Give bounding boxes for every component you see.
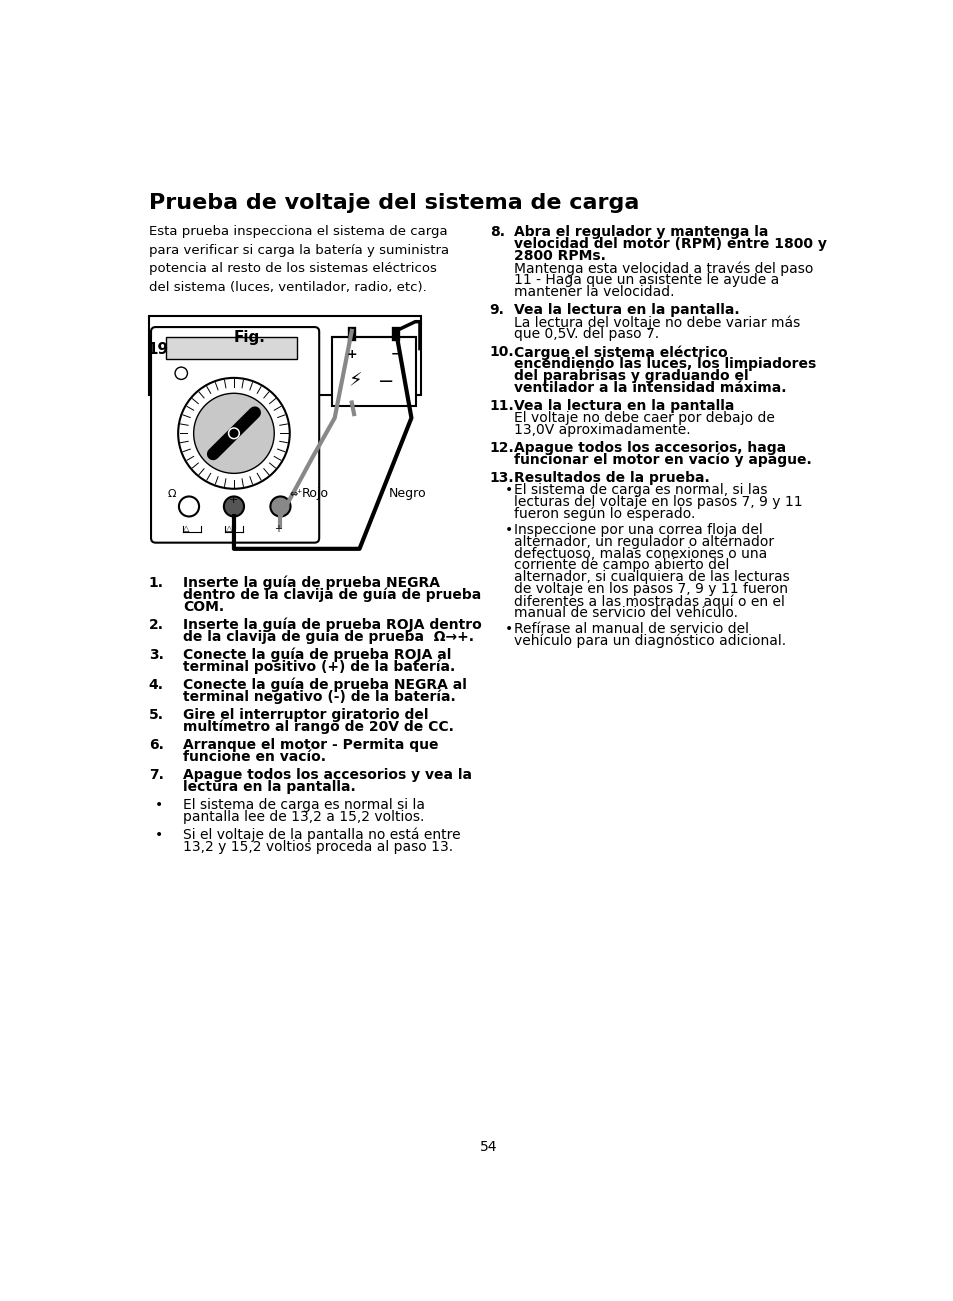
Text: 10.: 10. (489, 345, 514, 359)
Text: 5.: 5. (149, 708, 164, 722)
Bar (166, 337, 297, 359)
Circle shape (178, 377, 290, 489)
Text: +: + (274, 524, 282, 535)
Text: encendiendo las luces, los limpiadores: encendiendo las luces, los limpiadores (514, 356, 816, 371)
Text: funcione en vacío.: funcione en vacío. (183, 749, 326, 764)
Text: 2.: 2. (149, 618, 164, 632)
Text: terminal negativo (-) de la batería.: terminal negativo (-) de la batería. (183, 690, 456, 704)
Text: Vea la lectura en la pantalla: Vea la lectura en la pantalla (514, 399, 734, 412)
Circle shape (174, 367, 187, 380)
Text: •: • (154, 798, 163, 812)
Text: 2800 RPMs.: 2800 RPMs. (514, 250, 606, 263)
Text: Esta prueba inspecciona el sistema de carga
para verificar si carga la batería y: Esta prueba inspecciona el sistema de ca… (149, 225, 448, 294)
Text: 3.: 3. (149, 648, 163, 662)
Text: alternador, un regulador o alternador: alternador, un regulador o alternador (514, 535, 774, 549)
Circle shape (193, 393, 274, 474)
Text: diferentes a las mostradas aquí o en el: diferentes a las mostradas aquí o en el (514, 595, 784, 609)
Text: defectuoso, malas conexiones o una: defectuoso, malas conexiones o una (514, 546, 767, 561)
Text: Gire el interruptor giratorio del: Gire el interruptor giratorio del (183, 708, 428, 722)
Circle shape (224, 497, 244, 516)
Text: Si el voltaje de la pantalla no está entre: Si el voltaje de la pantalla no está ent… (183, 827, 460, 843)
Text: mantener la velocidad.: mantener la velocidad. (514, 285, 675, 299)
Circle shape (229, 428, 239, 438)
Text: ventilador a la intensidad máxima.: ventilador a la intensidad máxima. (514, 381, 786, 396)
Text: •: • (505, 523, 513, 536)
Text: 11.: 11. (489, 399, 514, 412)
Text: 6.: 6. (149, 738, 163, 752)
Text: Apague todos los accesorios y vea la: Apague todos los accesorios y vea la (183, 768, 472, 782)
Text: fueron según lo esperado.: fueron según lo esperado. (514, 507, 695, 522)
Text: que 0,5V. del paso 7.: que 0,5V. del paso 7. (514, 327, 659, 341)
Text: lectura en la pantalla.: lectura en la pantalla. (183, 779, 355, 794)
Text: Apague todos los accesorios, haga: Apague todos los accesorios, haga (514, 441, 786, 455)
Text: vehículo para un diagnóstico adicional.: vehículo para un diagnóstico adicional. (514, 634, 786, 648)
Text: Negro: Negro (389, 487, 426, 500)
Text: •: • (154, 827, 163, 842)
FancyBboxPatch shape (151, 327, 319, 543)
Text: 13,2 y 15,2 voltios proceda al paso 13.: 13,2 y 15,2 voltios proceda al paso 13. (183, 840, 453, 853)
Text: dentro de la clavija de guía de prueba: dentro de la clavija de guía de prueba (183, 588, 480, 602)
Text: 13,0V aproximadamente.: 13,0V aproximadamente. (514, 423, 690, 437)
Text: Fig.: Fig. (233, 330, 265, 345)
Text: ⚡: ⚡ (349, 372, 362, 390)
Text: Arranque el motor - Permita que: Arranque el motor - Permita que (183, 738, 437, 752)
Text: velocidad del motor (RPM) entre 1800 y: velocidad del motor (RPM) entre 1800 y (514, 237, 826, 251)
Text: 4.: 4. (149, 678, 164, 692)
Text: 11 - Haga que un asistente le ayude a: 11 - Haga que un asistente le ayude a (514, 273, 779, 288)
Text: lecturas del voltaje en los pasos 7, 9 y 11: lecturas del voltaje en los pasos 7, 9 y… (514, 494, 802, 509)
Text: El voltaje no debe caer por debajo de: El voltaje no debe caer por debajo de (514, 411, 775, 425)
Text: Refírase al manual de servicio del: Refírase al manual de servicio del (514, 622, 749, 636)
Text: −: − (378, 372, 395, 390)
Text: manual de servicio del vehículo.: manual de servicio del vehículo. (514, 606, 738, 621)
Text: Abra el regulador y mantenga la: Abra el regulador y mantenga la (514, 225, 768, 239)
Text: La lectura del voltaje no debe variar más: La lectura del voltaje no debe variar má… (514, 315, 800, 329)
Text: 13.: 13. (489, 471, 514, 485)
Text: del parabrisas y graduando el: del parabrisas y graduando el (514, 369, 748, 382)
Text: −: − (390, 347, 400, 360)
Text: Cargue el sistema eléctrico: Cargue el sistema eléctrico (514, 345, 727, 359)
Text: Rojo: Rojo (301, 487, 328, 500)
Text: Resultados de la prueba.: Resultados de la prueba. (514, 471, 709, 485)
Circle shape (179, 497, 199, 516)
Text: 1.: 1. (149, 576, 164, 589)
Text: COM.: COM. (183, 600, 224, 614)
Text: 8.: 8. (489, 225, 504, 239)
Text: △: △ (183, 524, 189, 533)
Circle shape (270, 497, 291, 516)
Text: +: + (346, 347, 356, 360)
Text: ⇔⁺: ⇔⁺ (290, 489, 303, 498)
Circle shape (230, 429, 237, 437)
Text: El sistema de carga es normal, si las: El sistema de carga es normal, si las (514, 483, 767, 497)
Text: Inspeccione por una correa floja del: Inspeccione por una correa floja del (514, 523, 762, 536)
Text: Mantenga esta velocidad a través del paso: Mantenga esta velocidad a través del pas… (514, 262, 813, 276)
Text: Conecte la guía de prueba ROJA al: Conecte la guía de prueba ROJA al (183, 648, 451, 662)
Text: 9.: 9. (489, 303, 504, 317)
Bar (149, 316, 421, 394)
Text: Vea la lectura en la pantalla.: Vea la lectura en la pantalla. (514, 303, 740, 317)
Text: Ω: Ω (167, 489, 175, 498)
Text: El sistema de carga es normal si la: El sistema de carga es normal si la (183, 798, 424, 812)
Text: 12.: 12. (489, 441, 514, 455)
Bar (332, 337, 416, 406)
Text: de la clavija de guía de prueba  Ω→+.: de la clavija de guía de prueba Ω→+. (183, 630, 474, 644)
Text: 19: 19 (147, 342, 168, 356)
Text: △: △ (226, 524, 233, 533)
Text: de voltaje en los pasos 7, 9 y 11 fueron: de voltaje en los pasos 7, 9 y 11 fueron (514, 583, 788, 596)
Text: Inserte la guía de prueba NEGRA: Inserte la guía de prueba NEGRA (183, 576, 439, 591)
Text: •: • (505, 622, 513, 636)
Text: +: + (229, 494, 238, 505)
Text: alternador, si cualquiera de las lecturas: alternador, si cualquiera de las lectura… (514, 570, 789, 584)
Text: multímetro al rango de 20V de CC.: multímetro al rango de 20V de CC. (183, 719, 454, 734)
Text: 54: 54 (479, 1140, 497, 1154)
Text: 7.: 7. (149, 768, 163, 782)
Text: pantalla lee de 13,2 a 15,2 voltios.: pantalla lee de 13,2 a 15,2 voltios. (183, 809, 424, 824)
Text: Inserte la guía de prueba ROJA dentro: Inserte la guía de prueba ROJA dentro (183, 618, 481, 632)
Text: corriente de campo abierto del: corriente de campo abierto del (514, 558, 729, 572)
Text: Prueba de voltaje del sistema de carga: Prueba de voltaje del sistema de carga (149, 193, 639, 213)
Text: Conecte la guía de prueba NEGRA al: Conecte la guía de prueba NEGRA al (183, 678, 466, 692)
Text: terminal positivo (+) de la batería.: terminal positivo (+) de la batería. (183, 660, 455, 674)
Text: •: • (505, 483, 513, 497)
Text: funcionar el motor en vacío y apague.: funcionar el motor en vacío y apague. (514, 453, 811, 467)
